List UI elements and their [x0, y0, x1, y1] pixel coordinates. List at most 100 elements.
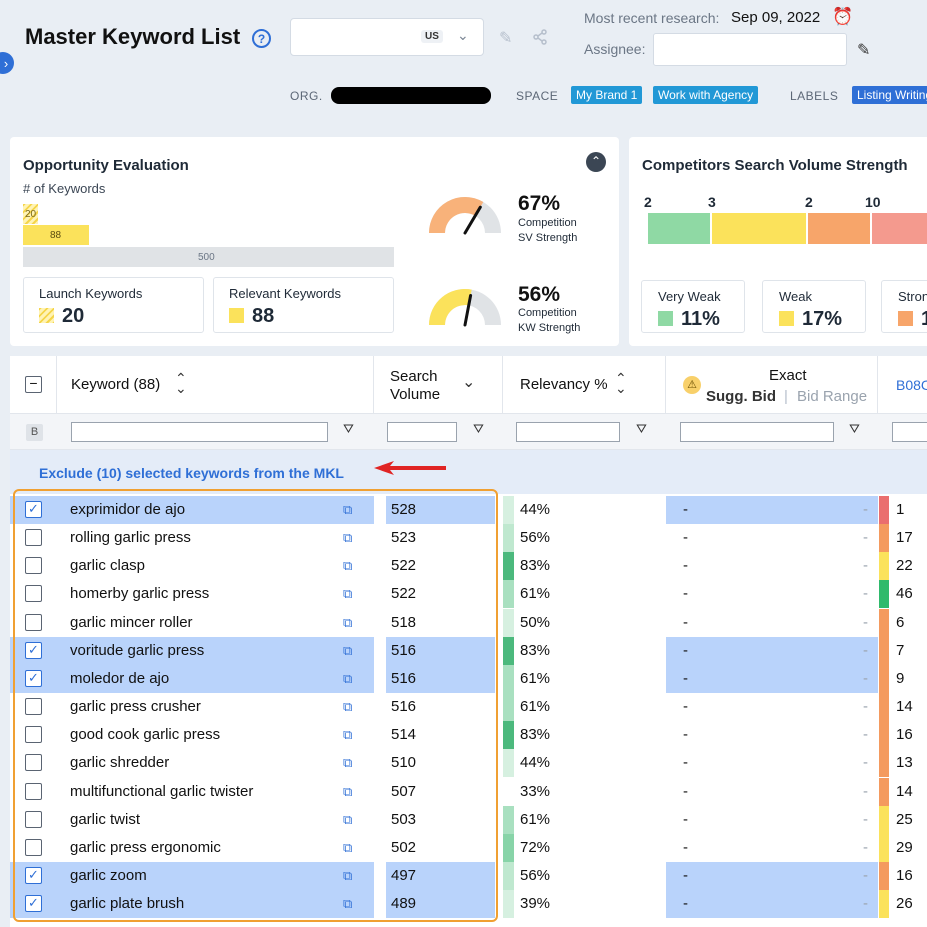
label-chip-listing-writing[interactable]: Listing Writing	[852, 86, 927, 104]
sort-icon[interactable]: ⌃ ⌄	[615, 370, 627, 396]
rank-heat-cell	[879, 552, 889, 581]
relevancy-cell: 61%	[520, 810, 551, 828]
relevancy-cell: 61%	[520, 698, 551, 716]
external-link-icon[interactable]: ⧉	[343, 867, 353, 883]
keyword-text: garlic press ergonomic	[70, 838, 221, 856]
select-all-checkbox[interactable]: −	[25, 376, 42, 393]
sort-icon[interactable]: ⌃ ⌄	[175, 370, 187, 396]
keyword-text: good cook garlic press	[70, 726, 221, 744]
row-checkbox[interactable]	[25, 613, 42, 631]
table-row[interactable]: ✓ exprimidor de ajo ⧉ 528 44% - -1	[10, 496, 927, 524]
filter-icon[interactable]: ⛛	[849, 421, 860, 436]
legend-very-weak-pct: 11%	[681, 308, 720, 330]
external-link-icon[interactable]: ⧉	[343, 755, 353, 771]
bid-range-value: -	[863, 838, 868, 856]
filter-icon[interactable]: ⛛	[343, 421, 354, 436]
pencil-icon[interactable]: ✎	[499, 30, 513, 47]
launch-keywords-box[interactable]: Launch Keywords 20	[23, 277, 204, 333]
share-icon[interactable]	[532, 29, 548, 50]
row-checkbox[interactable]: ✓	[25, 895, 42, 913]
external-link-icon[interactable]: ⧉	[343, 783, 353, 799]
relevancy-heat-cell	[503, 664, 514, 693]
row-checkbox[interactable]	[25, 754, 42, 772]
table-row[interactable]: garlic press ergonomic ⧉ 502 72% - -29	[10, 833, 927, 862]
row-checkbox[interactable]	[25, 585, 42, 603]
table-row[interactable]: ✓ garlic zoom ⧉ 497 56% - -16	[10, 861, 927, 890]
sort-desc-icon[interactable]: ⌄	[462, 374, 476, 391]
search-volume-column-header[interactable]: Search Volume ⌄	[374, 356, 503, 414]
keyword-filter-input[interactable]	[71, 422, 328, 442]
legend-strong[interactable]: Strong 1	[881, 280, 927, 333]
external-link-icon[interactable]: ⧉	[343, 558, 353, 574]
rank-cell: 1	[896, 501, 905, 518]
row-checkbox[interactable]	[25, 782, 42, 800]
legend-weak[interactable]: Weak 17%	[762, 280, 866, 333]
help-icon[interactable]: ?	[252, 29, 271, 48]
table-row[interactable]: homerby garlic press ⧉ 522 61% - -46	[10, 580, 927, 609]
sidebar-toggle-button[interactable]: ›	[0, 52, 14, 74]
space-chip-my-brand[interactable]: My Brand 1	[571, 86, 643, 104]
launch-keywords-label: Launch Keywords	[39, 286, 143, 301]
space-chip-agency[interactable]: Work with Agency	[653, 86, 759, 104]
table-row[interactable]: ✓ garlic plate brush ⧉ 489 39% - -26	[10, 890, 927, 919]
table-row[interactable]: garlic twist ⧉ 503 61% - -25	[10, 805, 927, 834]
keyword-text: garlic mincer roller	[70, 613, 193, 631]
legend-very-weak[interactable]: Very Weak 11%	[641, 280, 745, 333]
legend-strong-pct: 1	[921, 308, 927, 330]
assignee-input[interactable]	[653, 33, 847, 66]
table-row[interactable]: ✓ moledor de ajo ⧉ 516 61% - -9	[10, 664, 927, 693]
row-checkbox[interactable]: ✓	[25, 866, 42, 884]
row-checkbox[interactable]	[25, 726, 42, 744]
segment-count-weak: 3	[708, 194, 716, 210]
external-link-icon[interactable]: ⧉	[343, 614, 353, 630]
external-link-icon[interactable]: ⧉	[343, 502, 353, 517]
table-row[interactable]: good cook garlic press ⧉ 514 83% - -16	[10, 721, 927, 750]
row-checkbox[interactable]	[25, 838, 42, 856]
row-select-cell	[10, 693, 57, 721]
filter-icon[interactable]: ⛛	[636, 421, 647, 436]
row-select-cell	[10, 749, 57, 777]
table-row[interactable]: garlic mincer roller ⧉ 518 50% - -6	[10, 608, 927, 637]
row-checkbox[interactable]	[25, 698, 42, 716]
rank-cell: 7	[896, 641, 905, 659]
marketplace-select[interactable]: US ⌄	[290, 18, 484, 56]
external-link-icon[interactable]: ⧉	[343, 699, 353, 715]
relevancy-filter-input[interactable]	[516, 422, 620, 442]
table-row[interactable]: garlic clasp ⧉ 522 83% - -22	[10, 552, 927, 581]
external-link-icon[interactable]: ⧉	[343, 670, 353, 686]
collapse-up-icon[interactable]: ⌃	[586, 152, 606, 172]
legend-strong-label: Strong	[898, 289, 927, 304]
sv-filter-input[interactable]	[387, 422, 457, 442]
asin-filter-input[interactable]	[892, 422, 927, 442]
external-link-icon[interactable]: ⧉	[343, 530, 353, 546]
external-link-icon[interactable]: ⧉	[343, 839, 353, 855]
table-row[interactable]: rolling garlic press ⧉ 523 56% - -17	[10, 524, 927, 553]
bid-filter-input[interactable]	[680, 422, 834, 442]
warning-icon[interactable]: ⚠	[683, 376, 701, 394]
row-checkbox[interactable]	[25, 810, 42, 828]
row-checkbox[interactable]: ✓	[25, 669, 42, 687]
external-link-icon[interactable]: ⧉	[343, 642, 353, 658]
table-row[interactable]: garlic press crusher ⧉ 516 61% - -14	[10, 693, 927, 722]
relevancy-column-header[interactable]: Relevancy % ⌃ ⌄	[503, 356, 666, 414]
table-row[interactable]: garlic shredder ⧉ 510 44% - -13	[10, 749, 927, 778]
exclude-selected-link[interactable]: Exclude (10) selected keywords from the …	[39, 465, 344, 481]
edit-assignee-icon[interactable]: ✎	[857, 42, 871, 59]
keyword-text: garlic clasp	[70, 557, 146, 575]
row-checkbox[interactable]: ✓	[25, 641, 42, 659]
keyword-column-header[interactable]: Keyword (88) ⌃ ⌄	[57, 356, 374, 414]
external-link-icon[interactable]: ⧉	[343, 727, 353, 743]
search-volume-cell: 503	[391, 810, 417, 828]
external-link-icon[interactable]: ⧉	[343, 896, 353, 912]
row-checkbox[interactable]	[25, 557, 42, 575]
relevant-keywords-box[interactable]: Relevant Keywords 88	[213, 277, 394, 333]
external-link-icon[interactable]: ⧉	[343, 811, 353, 827]
asin-column-header[interactable]: B08C	[878, 356, 927, 414]
row-checkbox[interactable]: ✓	[25, 501, 42, 518]
row-checkbox[interactable]	[25, 529, 42, 547]
external-link-icon[interactable]: ⧉	[343, 586, 353, 602]
filter-icon[interactable]: ⛛	[473, 421, 484, 436]
table-row[interactable]: ✓ voritude garlic press ⧉ 516 83% - -7	[10, 636, 927, 665]
table-row[interactable]: multifunctional garlic twister ⧉ 507 33% - -1…	[10, 777, 927, 806]
sugg-bid-value: -	[683, 866, 688, 884]
